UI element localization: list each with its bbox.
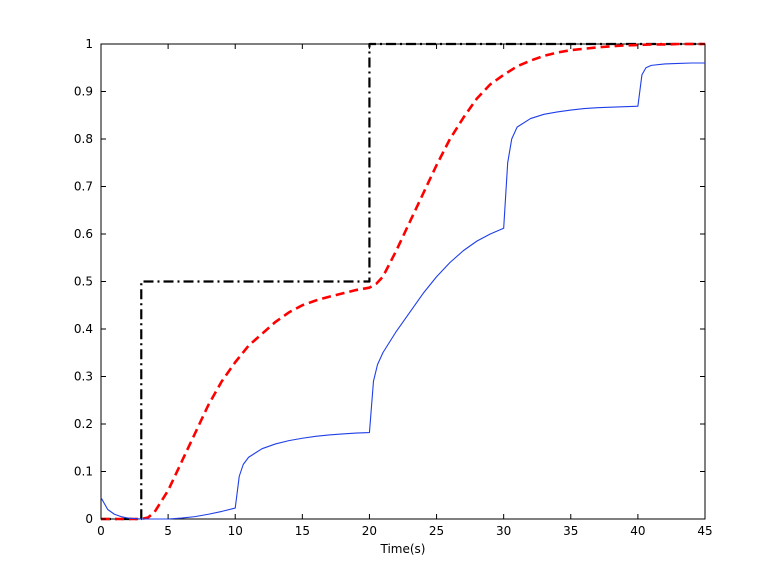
y-axis: 0 0.1 0.2 0.3 0.4 0.5 0.6 0.7 0.8 0.9 1 [74, 37, 705, 526]
x-tick-label: 20 [362, 524, 377, 538]
x-tick-label: 30 [496, 524, 511, 538]
y-tick-label: 0.6 [74, 227, 93, 241]
y-tick-label: 0 [85, 512, 93, 526]
x-tick-label: 40 [630, 524, 645, 538]
x-axis-label: Time(s) [380, 542, 426, 556]
series-red-dashed-line [101, 42, 705, 521]
y-tick-label: 0.3 [74, 370, 93, 384]
y-tick-label: 0.7 [74, 180, 93, 194]
plot-area: 0 5 10 15 20 25 30 35 40 45 0 0.1 0.2 0.3 0.4 0.5 0.6 0.… [74, 37, 713, 538]
y-tick-label: 0.2 [74, 417, 93, 431]
y-tick-label: 0.9 [74, 85, 93, 99]
x-tick-label: 35 [563, 524, 578, 538]
x-tick-label: 45 [697, 524, 712, 538]
x-tick-label: 10 [228, 524, 243, 538]
y-tick-label: 0.1 [74, 465, 93, 479]
series-blue-solid-line [100, 62, 705, 520]
y-tick-label: 0.5 [74, 275, 93, 289]
y-tick-label: 0.4 [74, 322, 93, 336]
x-axis: 0 5 10 15 20 25 30 35 40 45 [97, 44, 713, 538]
y-tick-label: 0.8 [74, 132, 93, 146]
x-tick-label: 5 [164, 524, 172, 538]
x-tick-label: 0 [97, 524, 105, 538]
series-reference-line [101, 42, 705, 521]
x-tick-label: 15 [295, 524, 310, 538]
series-layer [100, 42, 705, 521]
y-tick-label: 1 [85, 37, 93, 51]
x-tick-label: 25 [429, 524, 444, 538]
